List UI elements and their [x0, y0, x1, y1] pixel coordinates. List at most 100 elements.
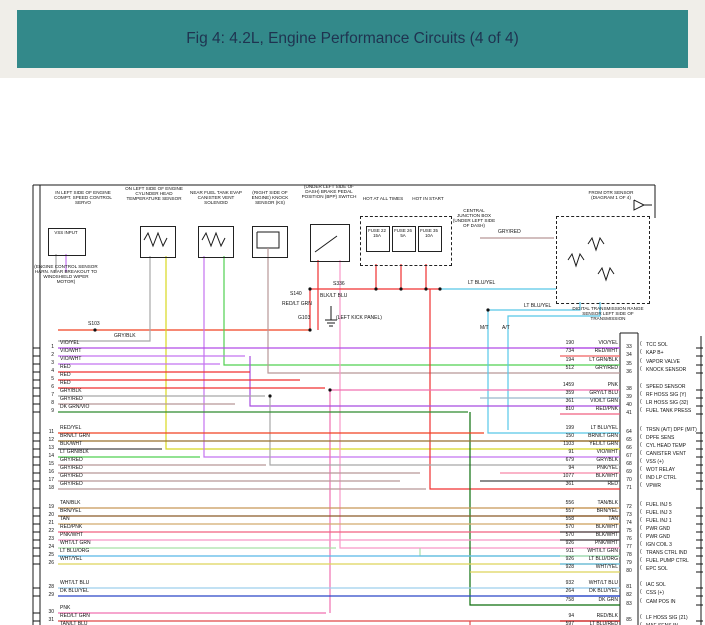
pin-number: 20	[48, 512, 54, 518]
circuit-number: 361	[565, 481, 574, 487]
signal-label: FUEL PUMP CTRL	[646, 558, 689, 564]
connector-mark: (	[640, 565, 642, 571]
hot-at-all-times-note-caption: HOT AT ALL TIMES	[362, 196, 404, 201]
wire-color-label: TAN/LT BLU	[60, 621, 88, 625]
signal-label: CAM POS IN	[646, 599, 676, 605]
wire-color-label: BLK/WHT	[60, 441, 83, 447]
wire-color-label: BLK/WHT	[595, 473, 618, 479]
pin-number: 26	[48, 560, 54, 566]
wire-color-label: DK GRN	[598, 597, 618, 603]
connector-mark: (	[640, 442, 642, 448]
pin-number: 24	[48, 544, 54, 550]
wire-color-label: RED/PNK	[60, 524, 83, 530]
circuit-number: 94	[568, 613, 574, 619]
fuse-22	[366, 226, 390, 252]
connector-mark: (	[640, 614, 642, 620]
pin-number: 73	[626, 512, 632, 518]
knock-sensor-caption: (RIGHT SIDE OF ENGINE) KNOCK SENSOR (KS)	[251, 190, 289, 206]
circuit-number: 926	[565, 556, 574, 562]
fuse-panel	[360, 216, 452, 266]
connector-mark: (	[640, 399, 642, 405]
wire-color-label: BLK/WHT	[595, 532, 618, 538]
connector-mark: (	[640, 383, 642, 389]
wire-color-label: TAN	[60, 516, 70, 522]
connector-mark: (	[640, 434, 642, 440]
circuit-number: 570	[565, 524, 574, 530]
wire-color-label: RED/PNK	[595, 406, 618, 412]
engine-harness-note-caption: (ENGINE CONTROL SENSOR HARN. NEAR BREAKO…	[34, 264, 98, 285]
pin-number: 35	[626, 361, 632, 367]
wire-color-label: RED/LT GRN	[60, 613, 90, 619]
wire-color-label: RED	[60, 364, 71, 370]
pin-number: 82	[626, 592, 632, 598]
wire-color-label: GRY/RED	[60, 465, 83, 471]
pin-number: 80	[626, 568, 632, 574]
label-layer: 1 VIO/YEL 2 VIO/WHT 3 VIO/WHT 4 RED 5 RED 6 RED 7 GRY…	[0, 78, 705, 625]
connector-mark: (	[640, 509, 642, 515]
pin-number: 12	[48, 437, 54, 443]
wire-color-label: LT BLU/YEL	[590, 425, 618, 431]
connector-mark: (	[640, 450, 642, 456]
signal-label: LR HOSS SIG (32)	[646, 400, 689, 406]
circuit-number: 758	[565, 597, 574, 603]
pin-number: 33	[626, 344, 632, 350]
wire-layer	[32, 184, 703, 625]
signal-label: KAP B+	[646, 350, 664, 356]
wire-color-label: VIO/YEL	[598, 340, 618, 346]
wire-color-label: GRY/RED	[60, 396, 83, 402]
fuse-35	[418, 226, 442, 252]
wire-color-label: VIO/WHT	[60, 356, 82, 362]
wire-color-label: DK BLU/YEL	[589, 588, 618, 594]
fuse-35-label: FUSE 35 10A	[420, 228, 438, 238]
pin-number: 78	[626, 552, 632, 558]
wire-color-label: GRY/RED	[60, 481, 83, 487]
signal-label: CANISTER VENT	[646, 451, 687, 457]
wire-color-label: GRY/RED	[498, 229, 521, 235]
wire-color-label: LT BLU/ORG	[588, 556, 618, 562]
connector-mark: (	[640, 341, 642, 347]
pin-number: 18	[48, 485, 54, 491]
signal-label: CSS (+)	[646, 590, 664, 596]
wire-color-label: LT BLU/RED	[589, 621, 618, 625]
wire-color-label: RED/LT GRN	[282, 301, 312, 307]
pin-number: 1	[51, 344, 54, 350]
signal-label: SPEED SENSOR	[646, 384, 686, 390]
wire-color-label: WHT/LT GRN	[60, 540, 91, 546]
connector-mark: (	[640, 581, 642, 587]
wire-color-label: WHT/YEL	[595, 564, 618, 570]
pin-number: 22	[48, 528, 54, 534]
connector-mark: (	[640, 525, 642, 531]
connector-mark: (	[640, 589, 642, 595]
pin-number: 2	[51, 352, 54, 358]
wire-color-label: GRY/BLK	[60, 388, 82, 394]
signal-label: VSS (+)	[646, 459, 664, 465]
wire-color-label: GRY/RED	[60, 457, 83, 463]
wire-color-label: GRY/RED	[60, 473, 83, 479]
signal-label: WOT RELAY	[646, 467, 675, 473]
wire-color-label: PNK/WHT	[594, 540, 618, 546]
bpp-switch-caption: (UNDER LEFT SIDE OF DASH) BRAKE PEDAL PO…	[301, 184, 357, 200]
wire-color-label: WHT/LT GRN	[587, 548, 618, 554]
pin-number: 4	[51, 368, 54, 374]
bpp-switch	[310, 224, 350, 262]
pin-number: 81	[626, 584, 632, 590]
speed-control-servo-caption: IN LEFT SIDE OF ENGINE COMPT. SPEED CONT…	[54, 190, 112, 206]
circuit-number: 361	[565, 398, 574, 404]
circuit-number: 190	[565, 340, 574, 346]
pin-number: 71	[626, 485, 632, 491]
pin-number: 21	[48, 520, 54, 526]
dtr-sensor-note-caption: DIGITAL TRANSMISSION RANGE SENSOR LEFT S…	[572, 306, 644, 322]
circuit-number: 512	[565, 365, 574, 371]
signal-label: CYL HEAD TEMP	[646, 443, 687, 449]
diagram-canvas[interactable]: 1 VIO/YEL 2 VIO/WHT 3 VIO/WHT 4 RED 5 RED 6 RED 7 GRY…	[0, 78, 705, 625]
wire-color-label: LT BLU/YEL	[524, 303, 552, 309]
pin-number: 3	[51, 360, 54, 366]
wire-color-label: PNK/WHT	[60, 532, 84, 538]
speed-control-servo-label: VSS INPUT	[54, 230, 78, 235]
signal-label: PWR GND	[646, 526, 671, 532]
pin-number: 16	[48, 469, 54, 475]
pin-number: 39	[626, 394, 632, 400]
pin-number: 17	[48, 477, 54, 483]
wire-color-label: RED/WHT	[594, 348, 618, 354]
signal-label: DPFE SENS	[646, 435, 675, 441]
